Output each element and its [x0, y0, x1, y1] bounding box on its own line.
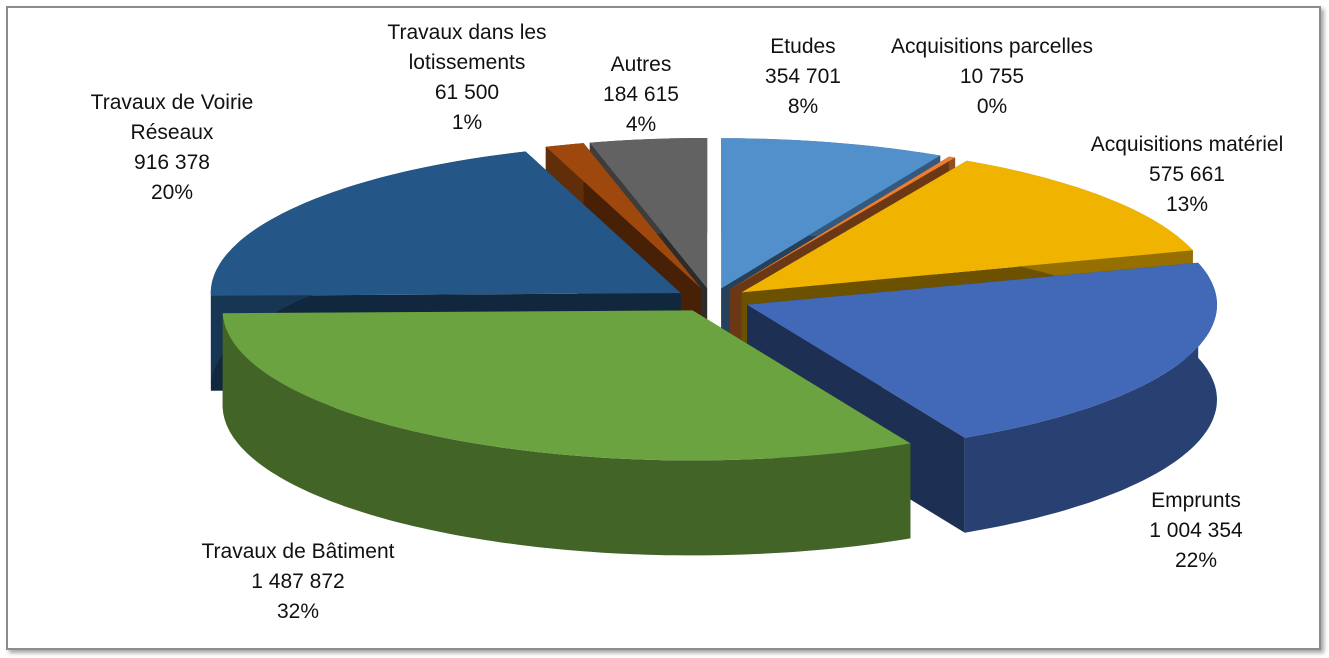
slice [730, 156, 956, 290]
data-label: Emprunts 1 004 354 22% [1096, 486, 1296, 576]
label-name: Etudes [770, 35, 836, 58]
data-label: Autres 184 615 4% [581, 50, 701, 140]
label-value: 354 701 [765, 65, 841, 88]
data-label: Travaux dans les lotissements 61 500 1% [372, 18, 562, 138]
label-percent: 1% [451, 111, 483, 134]
data-label: Etudes 354 701 8% [733, 32, 873, 122]
slice [545, 143, 701, 289]
label-value: 1 004 354 [1149, 519, 1243, 542]
slice [222, 310, 911, 461]
label-percent: 13% [1165, 193, 1209, 216]
slice [210, 151, 681, 296]
label-percent: 8% [787, 95, 819, 118]
slice [721, 138, 941, 289]
label-name: Travaux de Bâtiment [201, 540, 395, 563]
label-name: Travaux de Voirie Réseaux [90, 91, 254, 144]
slice [747, 262, 1217, 438]
data-label: Acquisitions matériel 575 661 13% [1057, 130, 1317, 220]
label-value: 10 755 [959, 65, 1025, 88]
label-value: 1 487 872 [251, 570, 345, 593]
label-name: Autres [610, 53, 672, 76]
label-value: 916 378 [134, 151, 210, 174]
label-percent: 0% [976, 95, 1008, 118]
label-percent: 20% [150, 181, 194, 204]
label-name: Acquisitions matériel [1090, 133, 1284, 156]
slice [589, 138, 708, 288]
label-name: Travaux dans les lotissements [387, 21, 547, 74]
slice [741, 160, 1193, 293]
label-percent: 32% [276, 600, 320, 623]
data-label: Travaux de Bâtiment 1 487 872 32% [168, 537, 428, 627]
label-value: 61 500 [434, 81, 500, 104]
label-value: 184 615 [603, 83, 679, 106]
label-name: Acquisitions parcelles [891, 35, 1093, 58]
slice-side [964, 262, 1217, 533]
label-value: 575 661 [1149, 163, 1225, 186]
label-percent: 22% [1174, 549, 1218, 572]
label-name: Emprunts [1151, 489, 1241, 512]
data-label: Acquisitions parcelles 10 755 0% [862, 32, 1122, 122]
label-percent: 4% [625, 113, 657, 136]
slice-side [222, 313, 911, 556]
data-label: Travaux de Voirie Réseaux 916 378 20% [77, 88, 267, 208]
